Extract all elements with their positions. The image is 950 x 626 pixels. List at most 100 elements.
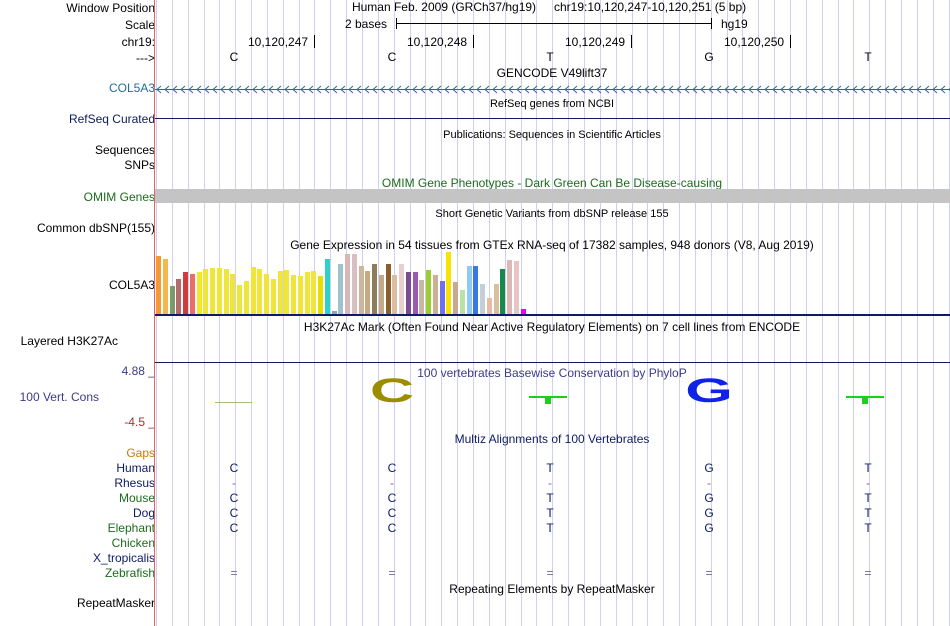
gtex-tissue-bar[interactable] (163, 259, 168, 314)
scale-text: 2 bases (345, 17, 388, 31)
gtex-tissue-bar[interactable] (217, 268, 222, 314)
browser-image-area[interactable]: Human Feb. 2009 (GRCh37/hg19) chr19:10,1… (155, 0, 950, 626)
phylop-base-1-flat[interactable] (215, 402, 252, 403)
phylop-logo-g[interactable]: G (685, 372, 733, 410)
alignment-base: G (704, 506, 714, 520)
phylop-logo-c[interactable]: C (369, 372, 415, 410)
gtex-tissue-bar[interactable] (210, 268, 215, 314)
label-gtex-col5a3[interactable]: COL5A3 (108, 278, 155, 292)
gtex-tissue-bar[interactable] (372, 264, 377, 314)
gtex-tissue-bar[interactable] (446, 252, 451, 314)
omim-gene-bar[interactable] (155, 189, 950, 203)
gtex-tissue-bar[interactable] (318, 276, 323, 314)
gtex-tissue-bar[interactable] (453, 282, 458, 314)
gtex-tissue-bar[interactable] (521, 309, 526, 314)
gtex-tissue-bar[interactable] (494, 284, 499, 314)
gtex-tissue-bar[interactable] (291, 275, 296, 314)
gtex-tissue-bar[interactable] (500, 269, 505, 314)
alignment-base: T (864, 461, 872, 475)
dbsnp-track-title: Short Genetic Variants from dbSNP releas… (435, 208, 669, 220)
gtex-tissue-bar[interactable] (392, 275, 397, 314)
gtex-tissue-bar[interactable] (332, 311, 337, 314)
track-labels-column: Window Position Scale chr19: ---> COL5A3… (0, 0, 155, 626)
gencode-track-title: GENCODE V49lift37 (496, 66, 608, 80)
gtex-tissue-bar[interactable] (190, 274, 195, 314)
gtex-tissue-bar[interactable] (507, 260, 512, 314)
gencode-transcript-col5a3[interactable] (155, 83, 950, 94)
gtex-tissue-bar[interactable] (386, 264, 391, 314)
gtex-tissue-bar[interactable] (224, 269, 229, 314)
alignment-base: T (864, 521, 872, 535)
gtex-tissue-bar[interactable] (170, 286, 175, 314)
gtex-tissue-bar[interactable] (176, 279, 181, 314)
gtex-tissue-bar[interactable] (514, 261, 519, 314)
label-100-vert-cons[interactable]: 100 Vert. Cons (19, 390, 99, 404)
refseq-track-title: RefSeq genes from NCBI (489, 98, 615, 110)
gtex-tissue-bar[interactable] (365, 271, 370, 314)
alignment-base: = (705, 566, 713, 580)
gtex-tissue-bar[interactable] (325, 259, 330, 314)
gtex-tissue-bar[interactable] (338, 264, 343, 314)
label-strand: ---> (136, 51, 155, 65)
gtex-tissue-bar[interactable] (467, 266, 472, 314)
gtex-tissue-bar[interactable] (237, 285, 242, 314)
label-omim-genes[interactable]: OMIM Genes (83, 190, 155, 204)
gtex-tissue-bar[interactable] (257, 269, 262, 314)
label-species-dog: Dog (132, 506, 155, 520)
gtex-tissue-bar[interactable] (271, 279, 276, 314)
gtex-expression-chart[interactable] (155, 251, 535, 314)
gtex-tissue-bar[interactable] (244, 281, 249, 314)
gtex-tissue-bar[interactable] (264, 274, 269, 314)
gtex-tissue-bar[interactable] (278, 271, 283, 314)
gtex-tissue-bar[interactable] (419, 280, 424, 314)
gtex-tissue-bar[interactable] (473, 266, 478, 314)
alignment-base: - (232, 476, 236, 490)
label-layered-h3k27ac[interactable]: Layered H3K27Ac (20, 334, 118, 348)
gtex-tissue-bar[interactable] (345, 254, 350, 314)
gtex-tissue-bar[interactable] (284, 270, 289, 314)
alignment-base: T (864, 491, 872, 505)
gtex-tissue-bar[interactable] (230, 274, 235, 314)
alignment-base: - (866, 476, 870, 490)
label-snps[interactable]: SNPs (124, 158, 155, 172)
gtex-tissue-bar[interactable] (433, 275, 438, 314)
label-col5a3-gene[interactable]: COL5A3 (108, 81, 155, 95)
gtex-tissue-bar[interactable] (406, 272, 411, 314)
gtex-tissue-bar[interactable] (379, 275, 384, 314)
alignment-base: T (546, 491, 554, 505)
gtex-tissue-bar[interactable] (426, 270, 431, 314)
gtex-tissue-bar[interactable] (352, 254, 357, 314)
gtex-tissue-bar[interactable] (183, 272, 188, 314)
alignment-base: = (546, 566, 554, 580)
alignment-base: - (390, 476, 394, 490)
gtex-tissue-bar[interactable] (298, 276, 303, 314)
phylop-logo-t-1[interactable] (545, 396, 551, 404)
gtex-tissue-bar[interactable] (413, 272, 418, 314)
gtex-tissue-bar[interactable] (480, 284, 485, 314)
gencode-strand-arrows-icon (155, 85, 950, 94)
gtex-tissue-bar[interactable] (197, 272, 202, 314)
gtex-tissue-bar[interactable] (460, 290, 465, 314)
gtex-tissue-bar[interactable] (203, 269, 208, 314)
alignment-base: = (230, 566, 238, 580)
h3k27ac-baseline (155, 362, 950, 363)
alignment-base: T (546, 506, 554, 520)
label-common-dbsnp[interactable]: Common dbSNP(155) (36, 221, 155, 235)
alignment-base: C (229, 506, 239, 520)
gtex-tissue-bar[interactable] (359, 266, 364, 314)
label-refseq-curated[interactable]: RefSeq Curated (68, 112, 155, 126)
gtex-tissue-bar[interactable] (156, 256, 161, 314)
gtex-tissue-bar[interactable] (440, 281, 445, 314)
gtex-tissue-bar[interactable] (487, 298, 492, 314)
phylop-track-title: 100 vertebrates Basewise Conservation by… (417, 366, 687, 380)
alignment-base: C (387, 461, 397, 475)
label-gaps: Gaps (126, 446, 155, 460)
gtex-tissue-bar[interactable] (305, 272, 310, 314)
label-sequences[interactable]: Sequences (94, 143, 155, 157)
gtex-tissue-bar[interactable] (311, 271, 316, 314)
gtex-tissue-bar[interactable] (399, 264, 404, 314)
phylop-logo-t-2[interactable] (862, 396, 868, 404)
gtex-tissue-bar[interactable] (251, 267, 256, 314)
label-repeatmasker[interactable]: RepeatMasker (76, 596, 155, 610)
refseq-gene-line[interactable] (155, 118, 950, 119)
